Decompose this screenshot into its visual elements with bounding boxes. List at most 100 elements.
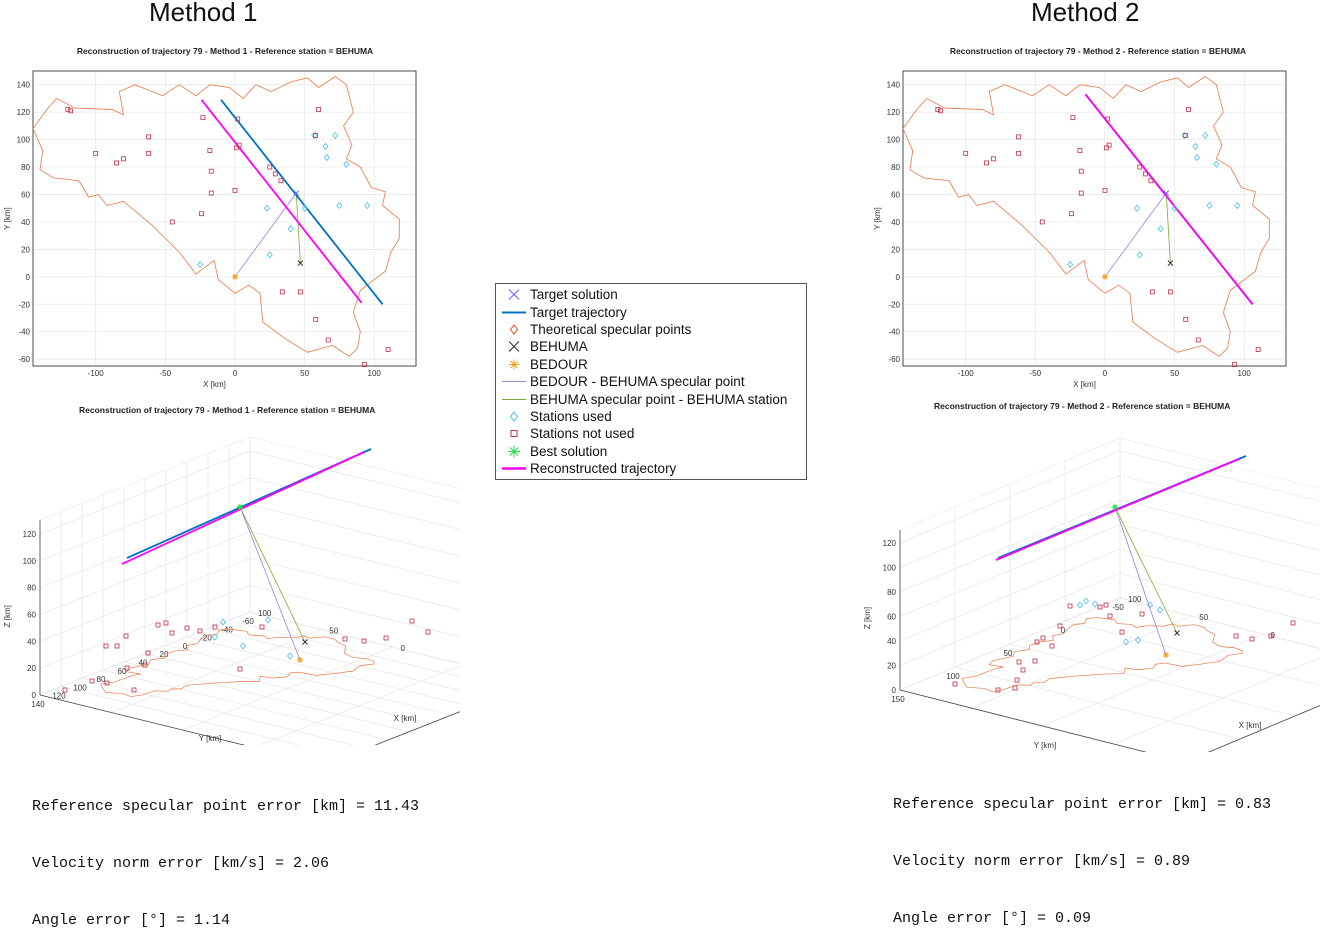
method2-2d-title: Reconstruction of trajectory 79 - Method… <box>950 46 1246 56</box>
method2-3d-title: Reconstruction of trajectory 79 - Method… <box>934 401 1231 411</box>
y-tick-label: 20 <box>891 245 900 254</box>
bedour-marker <box>297 657 303 663</box>
station-not-used-marker <box>1148 178 1154 184</box>
method2-2d-plot: Reconstruction of trajectory 79 - Method… <box>873 46 1287 389</box>
station-used-marker <box>1206 201 1213 210</box>
x-tick-label: 100 <box>1128 595 1142 604</box>
method1-3d-title: Reconstruction of trajectory 79 - Method… <box>79 405 376 415</box>
method2-errors: Reference specular point error [km] = 0.… <box>893 757 1271 947</box>
station-used-marker <box>364 201 371 210</box>
station-used-marker <box>287 225 294 233</box>
y-tick-label: -20 <box>18 300 30 309</box>
legend-symbol-icon <box>508 341 520 353</box>
grid-line <box>1113 657 1320 745</box>
y-tick-label: -40 <box>221 625 233 634</box>
station-used-marker <box>1156 606 1164 614</box>
reconstructed-trajectory <box>1084 93 1254 305</box>
station-used-marker <box>263 204 270 212</box>
station-used-marker <box>1067 260 1074 269</box>
legend-label: Best solution <box>530 443 608 459</box>
bedour-behuma-line <box>239 506 301 661</box>
station-used-marker <box>1181 131 1188 140</box>
bedour-marker <box>231 273 238 280</box>
station-not-used-marker <box>131 687 137 693</box>
station-not-used-marker <box>1067 603 1073 609</box>
station-not-used-marker <box>1034 639 1040 645</box>
legend-label: Target trajectory <box>530 304 627 320</box>
legend: Target solution Target trajectory Theoreti… <box>495 283 807 481</box>
station-not-used-marker <box>279 289 285 295</box>
grid-line <box>1042 633 1263 727</box>
station-not-used-marker <box>163 620 169 626</box>
station-not-used-marker <box>383 635 389 641</box>
station-used-marker <box>1082 597 1090 605</box>
plot-frame <box>32 70 417 367</box>
station-used-marker <box>1202 131 1209 140</box>
y-tick-label: 100 <box>73 683 87 692</box>
bedour-behuma-line <box>1114 506 1167 656</box>
grid-line <box>899 474 1320 568</box>
grid-line <box>374 711 460 745</box>
method1-3d-plot: 020406080100120140120100806040200-20-40-… <box>3 436 460 745</box>
x-tick-label: -50 <box>160 369 172 378</box>
station-not-used-marker <box>1249 636 1255 642</box>
legend-item: Theoretical specular points <box>500 321 800 338</box>
station-not-used-marker <box>114 643 120 649</box>
reconstructed-trajectory <box>995 458 1240 561</box>
station-not-used-marker <box>236 142 242 148</box>
station-not-used-marker <box>1290 620 1296 626</box>
y-tick-label: 20 <box>21 245 30 254</box>
y-axis-label: Y [km] <box>1034 741 1057 750</box>
grid-line <box>899 450 1320 544</box>
legend-item: Stations used <box>500 408 800 425</box>
z-tick-label: 100 <box>883 563 897 572</box>
legend-diamond <box>509 411 519 422</box>
x-tick-label: -100 <box>958 369 975 378</box>
station-not-used-marker <box>1119 629 1125 635</box>
y-tick-label: 0 <box>1061 626 1066 635</box>
y-tick-label: 0 <box>896 273 901 282</box>
station-not-used-marker <box>259 624 265 630</box>
station-not-used-marker <box>409 618 415 624</box>
legend-label: Target solution <box>530 287 618 303</box>
x-tick-label: 50 <box>329 627 338 636</box>
station-not-used-marker <box>1020 667 1026 673</box>
legend-diamond <box>509 324 519 335</box>
grid-line <box>899 499 1320 593</box>
station-not-used-marker <box>1186 107 1191 112</box>
station-not-used-marker <box>935 107 941 112</box>
station-not-used-marker <box>1032 658 1038 664</box>
legend-item: BEHUMA specular point - BEHUMA station <box>500 390 800 407</box>
station-used-marker <box>211 633 219 641</box>
station-not-used-marker <box>1142 171 1148 177</box>
station-not-used-marker <box>169 219 175 225</box>
station-not-used-marker <box>1195 337 1201 343</box>
station-not-used-marker <box>342 636 348 642</box>
x-axis-label: X [km] <box>1239 721 1262 730</box>
z-tick-label: 60 <box>887 612 896 621</box>
legend-symbol-icon <box>508 289 520 301</box>
station-not-used-marker <box>237 666 243 672</box>
y-tick-label: 80 <box>97 675 106 684</box>
border-outline <box>100 628 375 697</box>
grid-line <box>1064 620 1320 686</box>
target-solution-marker <box>293 190 300 196</box>
station-used-marker <box>1076 601 1084 609</box>
station-not-used-marker <box>278 178 284 184</box>
y-tick-label: 60 <box>118 667 127 676</box>
y-axis-label: Y [km] <box>3 207 12 230</box>
x-tick-label: 50 <box>300 369 309 378</box>
station-used-marker <box>1234 201 1241 210</box>
station-used-marker <box>1091 600 1099 608</box>
legend-item: Reconstructed trajectory <box>500 460 800 477</box>
x-tick-label: -50 <box>1030 369 1042 378</box>
grid-line <box>1208 705 1320 752</box>
station-not-used-marker <box>1012 685 1018 691</box>
z-tick-label: 120 <box>883 539 897 548</box>
y-tick-label: 140 <box>887 81 901 90</box>
x-tick-label: 100 <box>258 609 272 618</box>
y-tick-label: 80 <box>21 163 30 172</box>
y-tick-label: 140 <box>31 700 45 709</box>
behuma-station-line <box>1114 506 1178 634</box>
y-tick-label: 40 <box>21 218 30 227</box>
